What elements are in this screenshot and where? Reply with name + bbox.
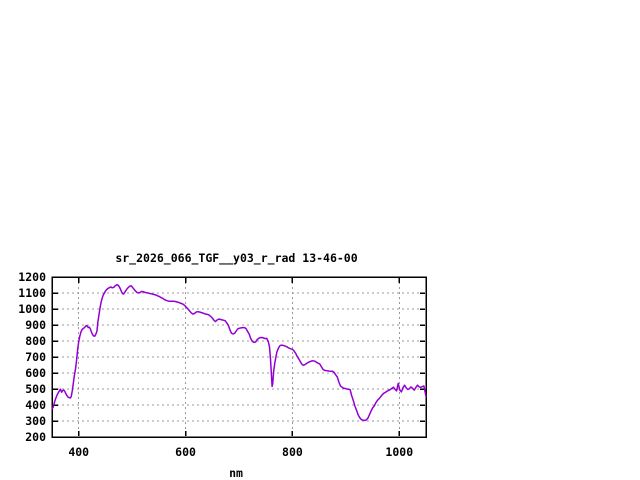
plot-border	[51, 276, 427, 438]
ytick-label-600: 600	[25, 366, 46, 380]
ytick-label-500: 500	[25, 382, 46, 396]
xtick-label-600: 600	[175, 445, 196, 459]
xtick-label-800: 800	[282, 445, 303, 459]
xtick-label-400: 400	[68, 445, 89, 459]
ytick-label-400: 400	[25, 398, 46, 412]
ytick-label-1100: 1100	[18, 286, 46, 300]
x-axis-label: nm	[229, 466, 243, 480]
ytick-label-300: 300	[25, 414, 46, 428]
ytick-label-1200: 1200	[18, 270, 46, 284]
ytick-label-200: 200	[25, 430, 46, 444]
ytick-label-700: 700	[25, 350, 46, 364]
ytick-label-800: 800	[25, 334, 46, 348]
chart-title: sr_2026_066_TGF__y03_r_rad 13-46-00	[115, 251, 358, 265]
ytick-label-900: 900	[25, 318, 46, 332]
curve-spectral-radiance	[51, 283, 427, 422]
ytick-label-1000: 1000	[18, 302, 46, 316]
xtick-label-1000: 1000	[385, 445, 413, 459]
